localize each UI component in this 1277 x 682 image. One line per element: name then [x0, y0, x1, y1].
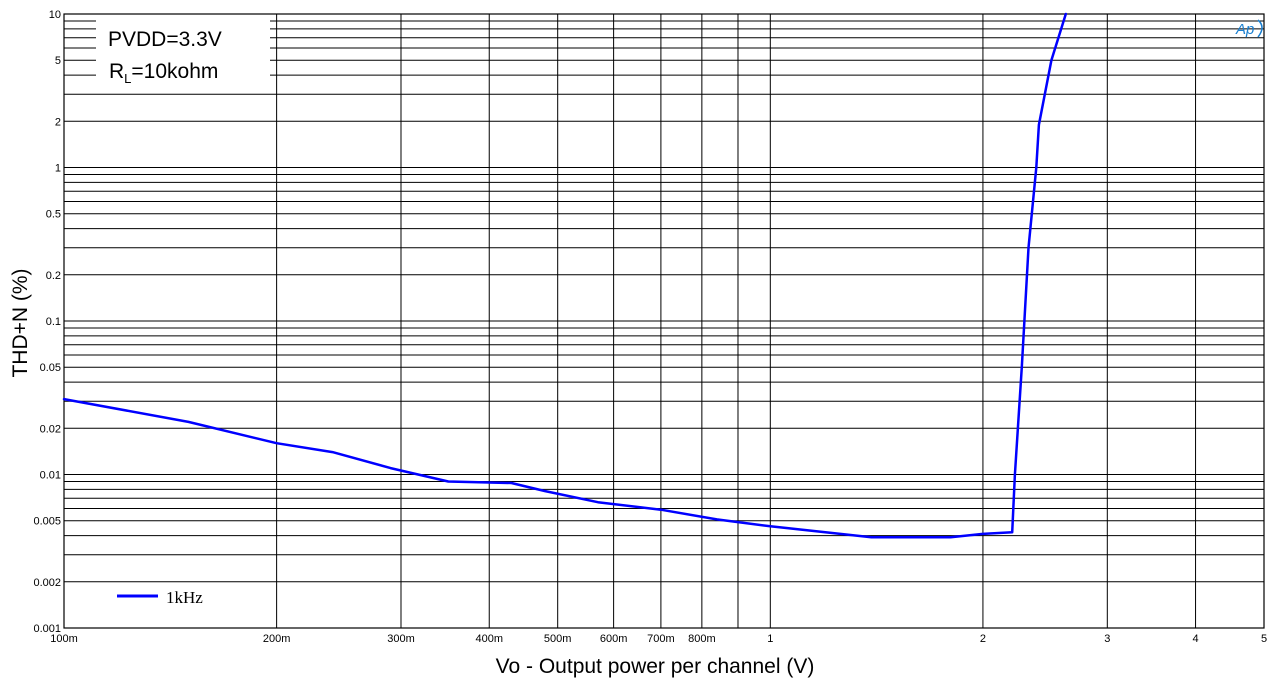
- y-tick-label: 10: [49, 9, 61, 21]
- y-tick-label: 0.001: [33, 623, 61, 635]
- annotation-load-subscript: L: [124, 71, 131, 86]
- ap-logo-icon: Ap: [1235, 21, 1254, 38]
- series-line-1khz: [62, 12, 1068, 539]
- x-tick-label: 100m: [50, 633, 78, 645]
- x-tick-label: 200m: [263, 633, 291, 645]
- x-tick-labels: 100m 200m 300m 400m 500m 600m 700m 800m 1 2 3 4 5: [50, 633, 1267, 645]
- y-tick-label: 0.005: [33, 516, 61, 528]
- annotation-load-r: R: [109, 60, 124, 83]
- y-tick-label: 0.02: [40, 423, 61, 435]
- plot-frame: [63, 13, 1265, 629]
- y-tick-label: 1: [55, 163, 61, 175]
- series-layer: [62, 12, 1068, 539]
- y-tick-label: 0.1: [46, 316, 61, 328]
- legend-label-1khz: 1kHz: [166, 588, 203, 607]
- grid-lines: [63, 13, 1265, 629]
- y-axis-title: THD+N (%): [9, 268, 32, 377]
- x-tick-label: 4: [1192, 633, 1198, 645]
- x-tick-label: 3: [1104, 633, 1110, 645]
- x-axis-title: Vo - Output power per channel (V): [496, 655, 815, 678]
- x-tick-label: 800m: [688, 633, 716, 645]
- y-tick-label: 0.5: [46, 209, 61, 221]
- annotation-load: RL=10kohm: [109, 60, 218, 86]
- annotation-load-value: =10kohm: [131, 60, 218, 83]
- y-tick-label: 0.05: [40, 362, 61, 374]
- x-tick-label: 500m: [544, 633, 572, 645]
- y-tick-label: 0.01: [40, 470, 61, 482]
- x-tick-label: 5: [1261, 633, 1267, 645]
- y-tick-label: 0.2: [46, 270, 61, 282]
- annotation-box: [96, 20, 270, 88]
- y-tick-label: 5: [55, 55, 61, 67]
- annotation-pvdd: PVDD=3.3V: [108, 28, 222, 51]
- y-tick-label: 0.002: [33, 577, 61, 589]
- x-tick-label: 400m: [475, 633, 503, 645]
- x-tick-label: 1: [767, 633, 773, 645]
- x-tick-label: 700m: [647, 633, 675, 645]
- y-tick-labels: 10 5 2 1 0.5 0.2 0.1 0.05 0.02 0.01 0.005 0.002 0.00…: [33, 9, 61, 635]
- x-tick-label: 600m: [600, 633, 628, 645]
- x-tick-label: 300m: [387, 633, 415, 645]
- y-tick-label: 2: [55, 116, 61, 128]
- x-tick-label: 2: [980, 633, 986, 645]
- ap-logo-swoosh-icon: [1257, 19, 1263, 38]
